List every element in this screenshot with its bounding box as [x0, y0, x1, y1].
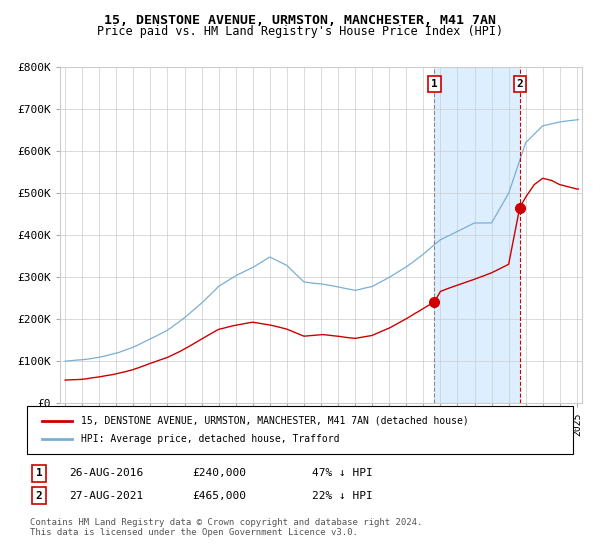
Text: HPI: Average price, detached house, Trafford: HPI: Average price, detached house, Traf… — [81, 434, 340, 444]
Bar — [434, 67, 520, 403]
Text: 15, DENSTONE AVENUE, URMSTON, MANCHESTER, M41 7AN (detached house): 15, DENSTONE AVENUE, URMSTON, MANCHESTER… — [81, 416, 469, 426]
Text: 2: 2 — [517, 79, 523, 89]
Text: 2: 2 — [35, 491, 43, 501]
Text: 1: 1 — [431, 79, 438, 89]
Text: Price paid vs. HM Land Registry's House Price Index (HPI): Price paid vs. HM Land Registry's House … — [97, 25, 503, 38]
Text: Contains HM Land Registry data © Crown copyright and database right 2024.
This d: Contains HM Land Registry data © Crown c… — [30, 518, 422, 538]
Text: 15, DENSTONE AVENUE, URMSTON, MANCHESTER, M41 7AN: 15, DENSTONE AVENUE, URMSTON, MANCHESTER… — [104, 14, 496, 27]
Text: 47% ↓ HPI: 47% ↓ HPI — [312, 468, 373, 478]
Text: 26-AUG-2016: 26-AUG-2016 — [69, 468, 143, 478]
Text: 27-AUG-2021: 27-AUG-2021 — [69, 491, 143, 501]
Text: £240,000: £240,000 — [192, 468, 246, 478]
Text: £465,000: £465,000 — [192, 491, 246, 501]
Text: 22% ↓ HPI: 22% ↓ HPI — [312, 491, 373, 501]
Text: 1: 1 — [35, 468, 43, 478]
